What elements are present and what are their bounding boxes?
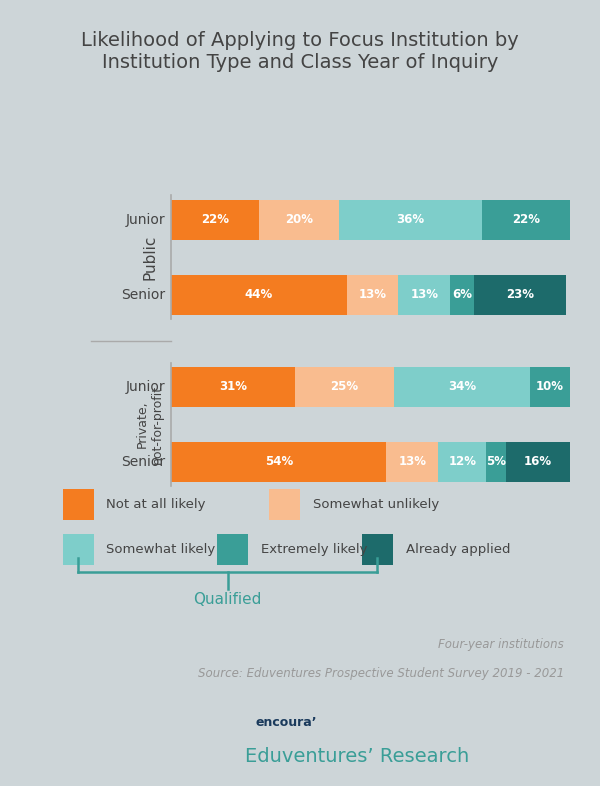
Text: Junior: Junior bbox=[125, 213, 165, 226]
FancyBboxPatch shape bbox=[62, 489, 94, 520]
Text: 31%: 31% bbox=[219, 380, 247, 393]
Text: 54%: 54% bbox=[265, 456, 293, 468]
Text: Private,
not-for-profit: Private, not-for-profit bbox=[136, 385, 164, 464]
Text: 20%: 20% bbox=[284, 213, 313, 226]
Bar bbox=[338, 200, 482, 240]
Bar bbox=[394, 367, 530, 407]
Text: Four-year institutions: Four-year institutions bbox=[438, 638, 564, 651]
Text: Source: Eduventures Prospective Student Survey 2019 - 2021: Source: Eduventures Prospective Student … bbox=[198, 667, 564, 680]
Text: 12%: 12% bbox=[448, 456, 476, 468]
Bar bbox=[171, 442, 386, 482]
Text: 13%: 13% bbox=[358, 288, 386, 301]
Text: 36%: 36% bbox=[397, 213, 424, 226]
Text: 44%: 44% bbox=[245, 288, 273, 301]
Text: 16%: 16% bbox=[524, 456, 552, 468]
Bar bbox=[295, 367, 394, 407]
Text: 34%: 34% bbox=[448, 380, 476, 393]
Text: 22%: 22% bbox=[512, 213, 540, 226]
Bar bbox=[482, 200, 570, 240]
Text: Senior: Senior bbox=[121, 288, 165, 302]
FancyBboxPatch shape bbox=[217, 534, 248, 564]
FancyBboxPatch shape bbox=[269, 489, 300, 520]
Text: Eduventures’ Research: Eduventures’ Research bbox=[245, 747, 469, 766]
Bar bbox=[439, 442, 486, 482]
Text: 10%: 10% bbox=[536, 380, 564, 393]
Bar bbox=[530, 367, 570, 407]
Bar bbox=[506, 442, 570, 482]
Text: Somewhat unlikely: Somewhat unlikely bbox=[313, 498, 439, 511]
Text: Extremely likely: Extremely likely bbox=[262, 542, 368, 556]
Text: Public: Public bbox=[142, 234, 157, 280]
Bar bbox=[486, 442, 506, 482]
Bar bbox=[347, 275, 398, 315]
Text: Qualified: Qualified bbox=[194, 593, 262, 608]
Bar bbox=[171, 275, 347, 315]
Bar bbox=[474, 275, 566, 315]
Bar bbox=[259, 200, 338, 240]
Text: Not at all likely: Not at all likely bbox=[107, 498, 206, 511]
Text: 23%: 23% bbox=[506, 288, 534, 301]
Bar bbox=[171, 367, 295, 407]
FancyBboxPatch shape bbox=[62, 534, 94, 564]
FancyBboxPatch shape bbox=[362, 534, 393, 564]
Bar bbox=[386, 442, 439, 482]
Text: 25%: 25% bbox=[331, 380, 359, 393]
Bar bbox=[398, 275, 450, 315]
Text: 6%: 6% bbox=[452, 288, 472, 301]
Text: 13%: 13% bbox=[398, 456, 427, 468]
Text: Somewhat likely: Somewhat likely bbox=[107, 542, 216, 556]
Text: 13%: 13% bbox=[410, 288, 439, 301]
Text: Already applied: Already applied bbox=[406, 542, 510, 556]
Text: 5%: 5% bbox=[486, 456, 506, 468]
Text: Senior: Senior bbox=[121, 455, 165, 469]
Text: 22%: 22% bbox=[201, 213, 229, 226]
Text: Likelihood of Applying to Focus Institution by
Institution Type and Class Year o: Likelihood of Applying to Focus Institut… bbox=[81, 31, 519, 72]
Text: Junior: Junior bbox=[125, 380, 165, 394]
Bar bbox=[450, 275, 474, 315]
Bar bbox=[171, 200, 259, 240]
Text: encouraʼ: encouraʼ bbox=[256, 716, 317, 729]
